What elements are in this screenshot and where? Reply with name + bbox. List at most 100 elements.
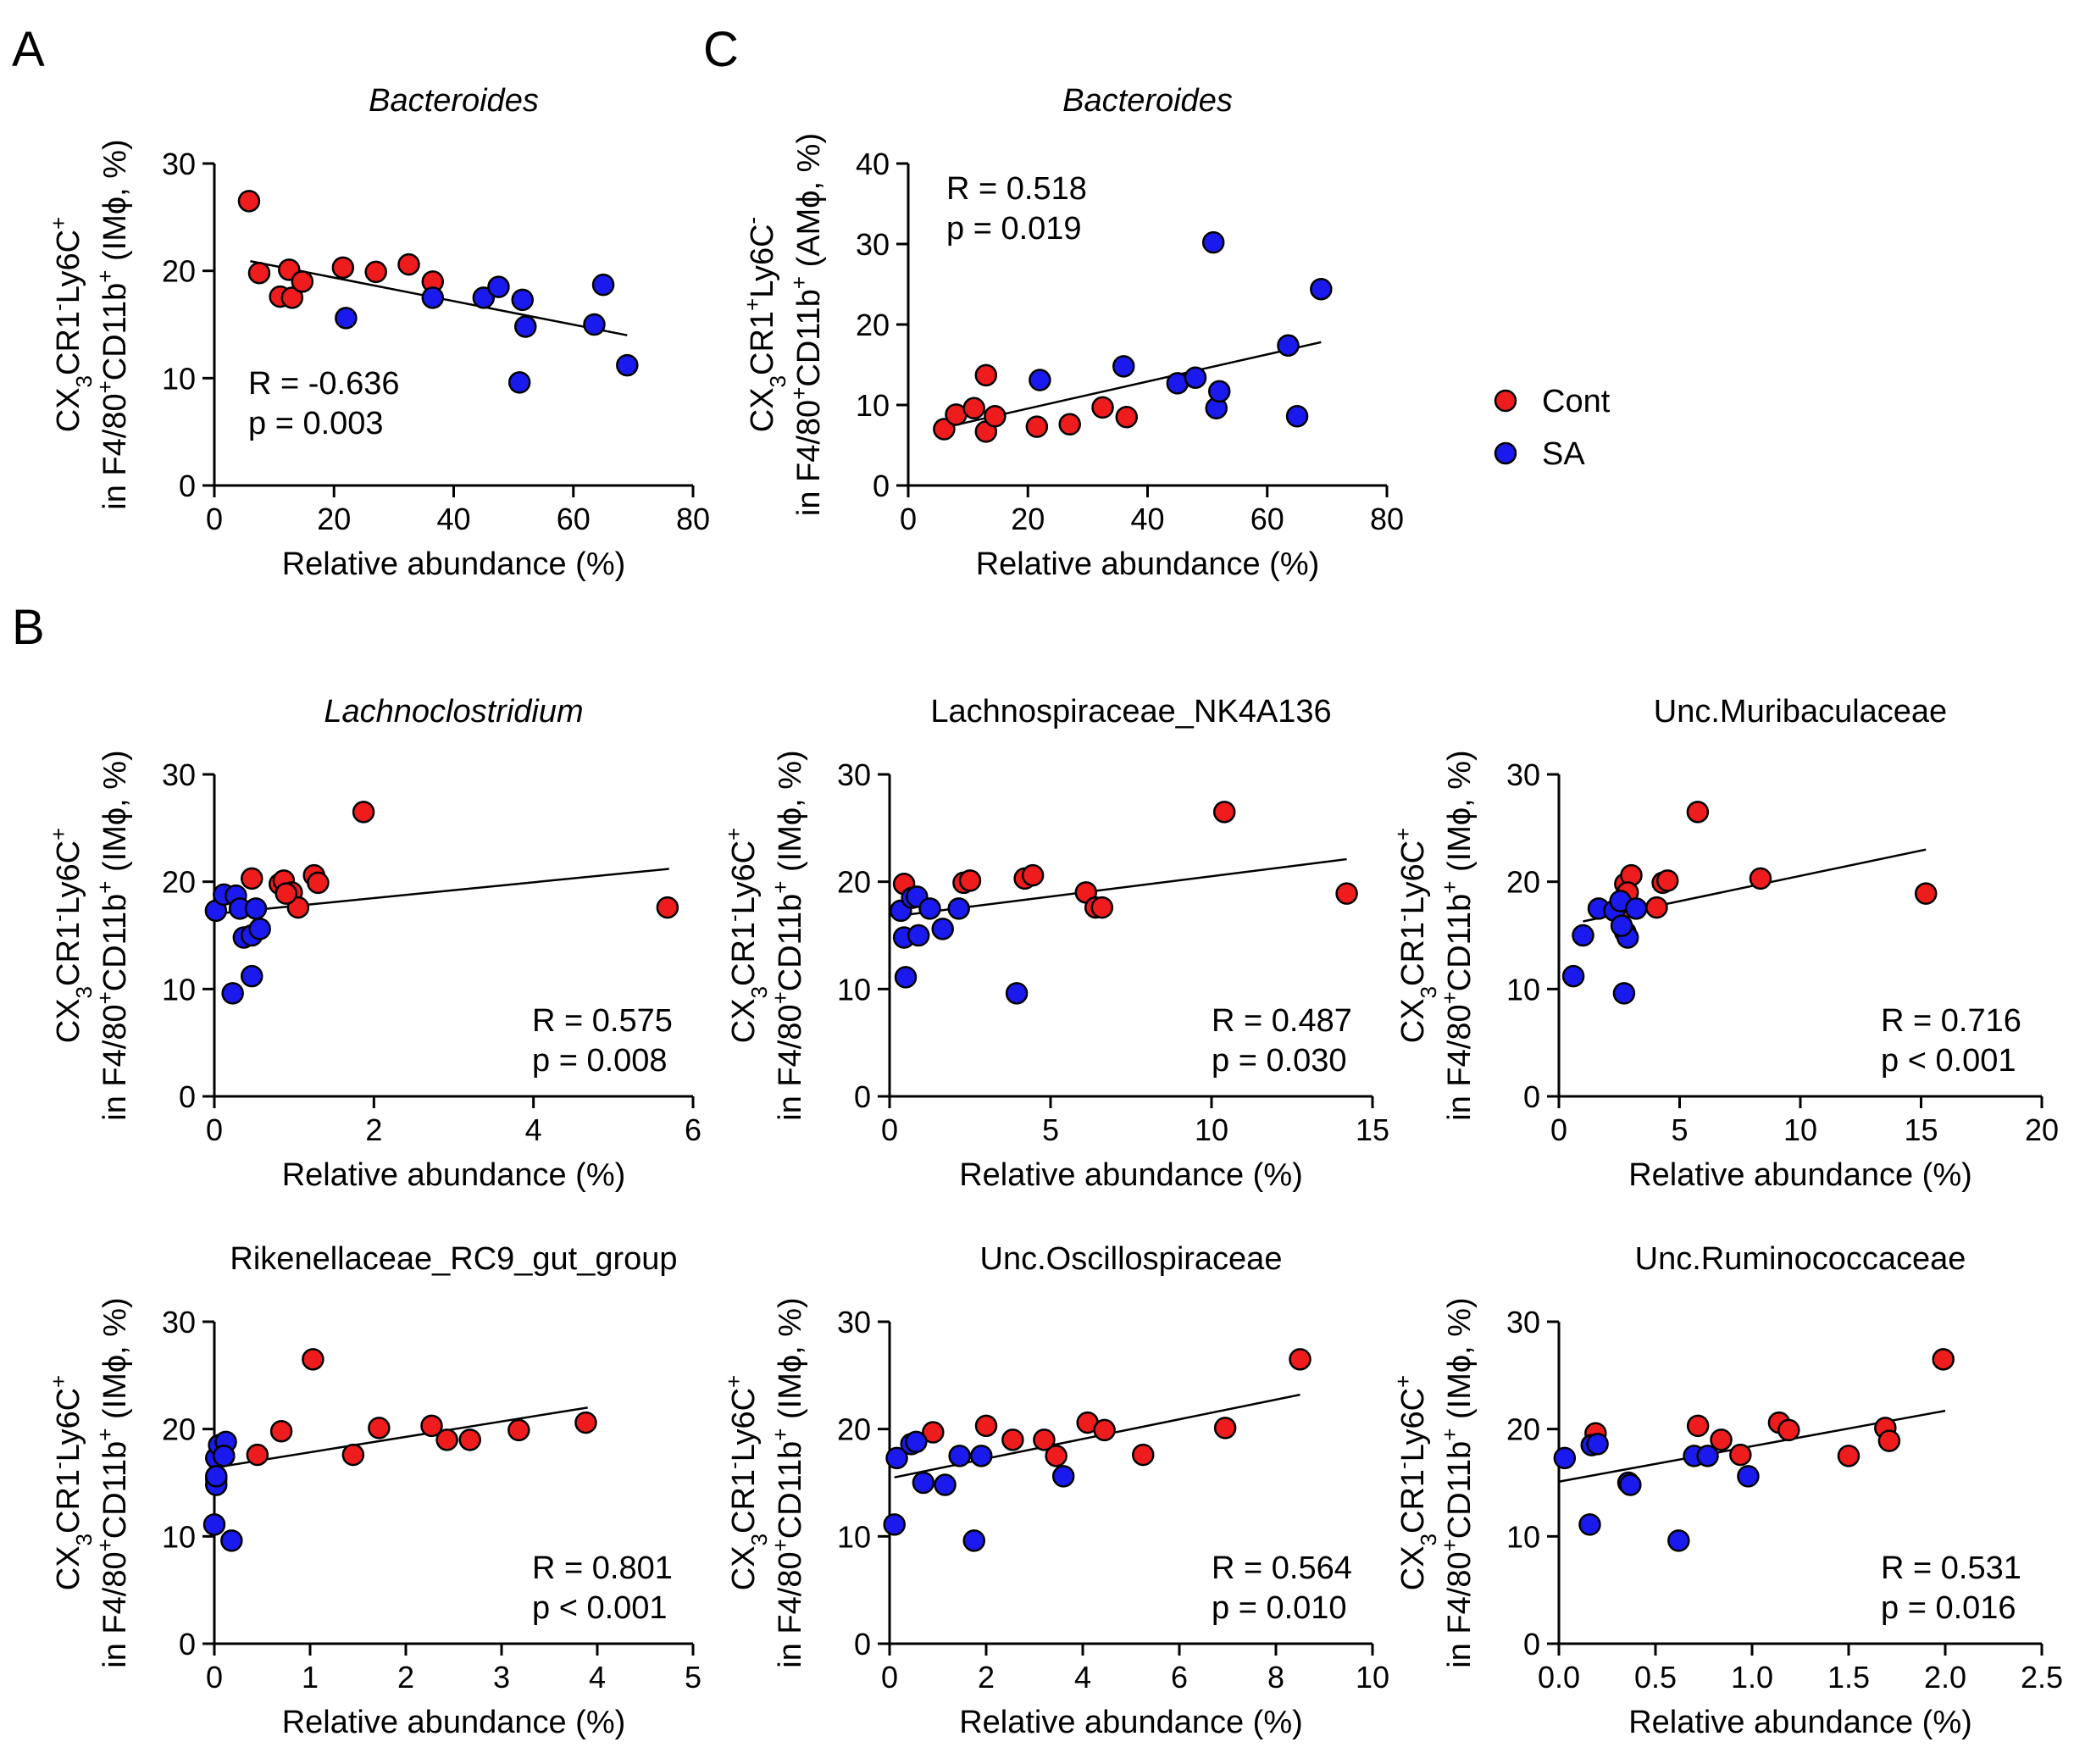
data-point-sa	[1285, 405, 1309, 428]
x-tick-label: 0	[206, 502, 223, 536]
data-point-sa	[894, 966, 918, 989]
stat-r: R = 0.487	[1212, 1003, 1352, 1039]
x-tick-label: 40	[436, 502, 470, 536]
chart-panel-B4: Rikenellaceae_RC9_gut_group 0 10 20 30 0 1 2 3 4 5…	[46, 1241, 702, 1740]
data-point-sa	[970, 1445, 993, 1467]
x-tick-label: 0	[900, 502, 917, 536]
data-point-cont	[1033, 1428, 1056, 1451]
data-point-sa	[948, 1445, 971, 1467]
chart-panel-A: A Bacteroides 0 10 20 30 0 20 40 60 80 Relative abu…	[12, 22, 710, 582]
data-point-sa	[335, 307, 358, 330]
y-tick-label: 20	[162, 865, 196, 900]
y-axis-label-line1: CX3CR1-Ly6C+	[721, 828, 772, 1043]
y-tick-label: 30	[1506, 757, 1540, 792]
stat-p: p < 0.001	[532, 1590, 668, 1626]
x-tick-label: 2	[365, 1112, 382, 1147]
stat-r: R = 0.716	[1881, 1003, 2021, 1039]
data-point-sa	[1201, 230, 1225, 254]
y-tick-label: 10	[1506, 1519, 1540, 1554]
data-point-cont	[1115, 406, 1139, 429]
data-point-sa	[1005, 982, 1029, 1005]
x-tick-label: 20	[317, 502, 351, 536]
x-tick-label: 60	[1250, 502, 1284, 536]
y-tick-label: 0	[179, 469, 196, 503]
data-point-sa	[511, 288, 534, 312]
x-tick-label: 0	[881, 1660, 898, 1695]
stat-r: R = -0.636	[248, 366, 400, 402]
stat-r: R = 0.575	[532, 1003, 673, 1039]
data-point-cont	[1132, 1443, 1155, 1467]
data-point-sa	[1737, 1465, 1760, 1488]
chart-panel-B2: Lachnospiraceae_NK4A136 0 10 20 30 0 5 10 15 Rela…	[721, 694, 1389, 1193]
data-point-cont	[1212, 801, 1236, 824]
data-point-cont	[458, 1428, 481, 1451]
data-point-cont	[1001, 1428, 1024, 1451]
y-tick-label: 30	[837, 1305, 871, 1340]
data-point-sa	[1208, 380, 1231, 403]
data-point-cont	[280, 286, 304, 309]
y-tick-label: 30	[837, 757, 871, 792]
data-point-cont	[1021, 863, 1045, 887]
data-point-sa	[1619, 1473, 1642, 1496]
y-axis-label-line2: in F4/80+CD11b+ (IMϕ, %)	[92, 750, 133, 1120]
y-tick-label: 10	[162, 1519, 196, 1554]
data-point-cont	[984, 405, 1006, 428]
data-point-sa	[907, 924, 930, 947]
x-tick-label: 2	[397, 1660, 414, 1695]
data-point-sa	[931, 918, 954, 940]
chart-title: Unc.Oscillospiraceae	[980, 1241, 1283, 1277]
y-tick-label: 10	[162, 361, 196, 396]
x-tick-label: 5	[1671, 1112, 1688, 1147]
chart-title: Unc.Muribaculaceae	[1654, 694, 1947, 729]
legend-label-cont: Cont	[1542, 384, 1611, 419]
data-point-sa	[1310, 277, 1333, 301]
y-tick-label: 20	[1506, 1412, 1540, 1447]
data-point-cont	[286, 896, 310, 919]
data-point-cont	[331, 256, 355, 280]
stat-r: R = 0.518	[946, 171, 1087, 207]
data-point-cont	[237, 190, 261, 213]
data-point-sa	[591, 273, 615, 297]
y-tick-label: 30	[162, 757, 196, 792]
chart-panel-C: C Bacteroides 0 10 20 30 40 0 20 40 60 80 Relative a…	[703, 22, 1404, 582]
data-point-cont	[1877, 1429, 1901, 1452]
stat-r: R = 0.531	[1881, 1550, 2021, 1586]
x-tick-label: 10	[1356, 1660, 1389, 1695]
y-tick-label: 20	[162, 254, 196, 289]
data-point-cont	[1645, 896, 1668, 919]
data-point-cont	[1686, 1414, 1710, 1438]
chart-title: Lachnospiraceae_NK4A136	[930, 694, 1331, 729]
x-tick-label: 15	[1904, 1112, 1938, 1147]
x-tick-label: 0.0	[1538, 1660, 1580, 1695]
data-point-sa	[220, 1529, 243, 1552]
y-tick-label: 0	[854, 1079, 871, 1114]
chart-panel-B3: Unc.Muribaculaceae 0 10 20 30 0 5 10 15 20 Relativ…	[1390, 694, 2059, 1193]
data-point-sa	[472, 286, 496, 309]
panel-label: B	[12, 600, 45, 655]
data-point-cont	[1686, 801, 1710, 824]
x-tick-label: 1.0	[1731, 1660, 1773, 1695]
chart-panel-B6: Unc.Ruminococcaceae 0 10 20 30 0.0 0.5 1.0 1.5 2.…	[1390, 1241, 2063, 1740]
data-point-cont	[1093, 1418, 1116, 1442]
data-point-cont	[269, 1419, 293, 1443]
x-axis-label: Relative abundance (%)	[1628, 1705, 1972, 1740]
x-tick-label: 4	[1074, 1660, 1091, 1695]
legend-label-sa: SA	[1542, 436, 1585, 472]
data-point-cont	[397, 252, 420, 276]
data-point-sa	[1624, 897, 1648, 920]
data-point-sa	[1029, 369, 1051, 391]
x-tick-label: 1.5	[1827, 1660, 1870, 1695]
data-point-cont	[1749, 867, 1772, 890]
x-tick-label: 20	[2025, 1112, 2059, 1147]
regression-line	[214, 1406, 588, 1469]
data-point-sa	[1578, 1513, 1601, 1536]
data-point-cont	[341, 1443, 365, 1467]
y-axis-label-line2: in F4/80+CD11b+ (IMϕ, %)	[1437, 750, 1478, 1120]
data-point-cont	[1710, 1428, 1733, 1451]
data-point-sa	[202, 1513, 226, 1536]
x-axis-label: Relative abundance (%)	[976, 546, 1320, 582]
y-tick-label: 10	[837, 972, 871, 1007]
chart-panel-B5: Unc.Oscillospiraceae 0 10 20 30 0 2 4 6 8 10 Relati…	[721, 1241, 1389, 1740]
stat-p: p = 0.019	[946, 211, 1082, 247]
